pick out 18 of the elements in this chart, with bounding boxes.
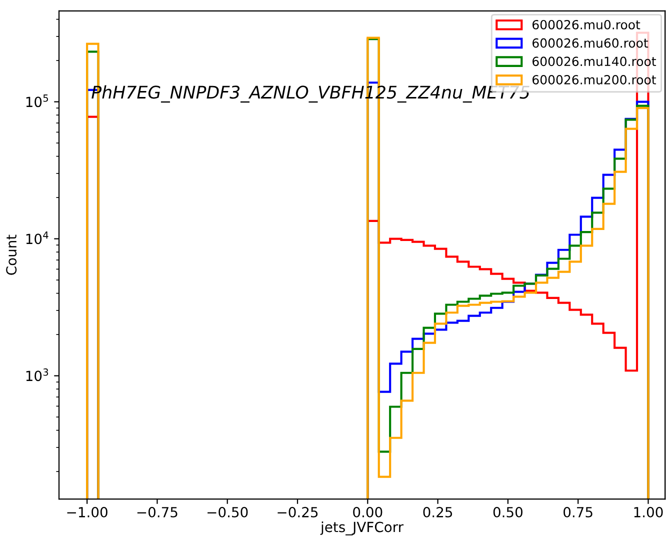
x-axis-title: jets_JVFCorr	[320, 521, 404, 536]
legend-label: 600026.mu0.root	[532, 20, 640, 30]
x-tick-label: −0.50	[208, 506, 248, 518]
x-tick-label: −0.75	[137, 506, 178, 518]
y-tick-label: 10$^{4}$	[26, 232, 48, 244]
legend-label: 600026.mu140.root	[532, 56, 656, 66]
x-tick-label: 0.25	[423, 506, 452, 518]
legend-label: 600026.mu200.root	[532, 75, 656, 84]
x-tick-label: 0.75	[564, 506, 592, 518]
x-tick-label: 0.00	[353, 506, 382, 518]
x-tick-label: 1.00	[634, 506, 663, 518]
x-tick-label: 0.50	[493, 506, 522, 518]
y-axis-title: Count	[6, 234, 17, 275]
x-tick-label: −0.25	[278, 506, 318, 518]
x-tick-label: −1.00	[67, 506, 108, 518]
y-tick-label: 10$^{3}$	[26, 368, 48, 382]
legend-label: 600026.mu60.root	[532, 38, 648, 48]
y-tick-label: 10$^{5}$	[26, 94, 48, 108]
